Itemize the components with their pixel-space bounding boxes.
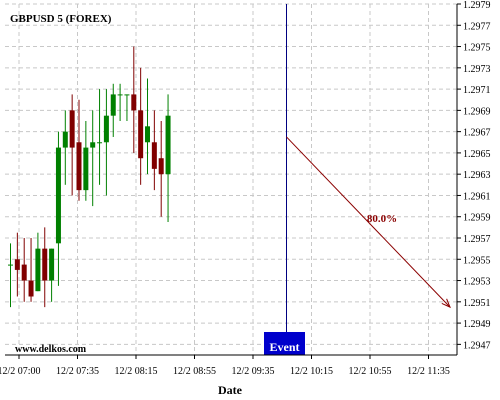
candle-body	[14, 259, 20, 270]
x-tick-label: 12/2 08:15	[114, 366, 157, 377]
candle-body	[90, 142, 96, 148]
y-tick-label: 1.2973	[463, 64, 491, 75]
candle-body	[21, 264, 27, 281]
candle-body	[62, 131, 68, 148]
candle-body	[124, 94, 130, 96]
grid	[5, 3, 457, 355]
y-tick-label: 1.2959	[463, 213, 491, 224]
y-tick-label: 1.2969	[463, 106, 491, 117]
projection-arrowhead	[441, 298, 451, 309]
projection-arrow	[286, 136, 451, 308]
candle-body	[49, 248, 55, 281]
labels: 1.2979 1.2977 1.2975 1.2973 1.2971 1.2969 1.29…	[0, 0, 491, 377]
x-tick-label: 12/2 10:55	[348, 366, 391, 377]
x-tick-label: 12/2 10:15	[290, 366, 333, 377]
event-box	[264, 332, 305, 355]
axes	[5, 3, 461, 359]
y-tick-label: 1.2979	[463, 0, 491, 11]
candle-body	[8, 264, 13, 266]
candle-body	[55, 147, 61, 244]
candle-body	[76, 142, 82, 191]
x-tick-label: 12/2 08:55	[173, 366, 216, 377]
candle-body	[151, 142, 157, 169]
y-tick-label: 1.2955	[463, 255, 491, 266]
y-tick-label: 1.2951	[463, 298, 491, 309]
candle-body	[103, 115, 109, 143]
percent-label: 80.0%	[367, 213, 397, 225]
candle-body	[42, 248, 48, 281]
candle-body	[28, 280, 34, 297]
watermark: www.delkos.com	[15, 344, 87, 355]
y-tick-label: 1.2965	[463, 149, 491, 160]
candle-body	[35, 248, 41, 292]
y-tick-label: 1.2975	[463, 43, 491, 54]
x-axis-label: Date	[218, 383, 243, 397]
y-tick-label: 1.2967	[463, 128, 491, 139]
candle-body	[158, 158, 164, 175]
y-tick-label: 1.2947	[463, 340, 491, 351]
y-tick-label: 1.2949	[463, 319, 491, 330]
chart-title: GBPUSD 5 (FOREX)	[10, 13, 112, 25]
y-tick-label: 1.2961	[463, 191, 491, 202]
event-label: Event	[270, 340, 300, 354]
candle-body	[97, 142, 103, 144]
candles	[8, 46, 171, 308]
candle-body	[83, 147, 89, 191]
y-tick-label: 1.2971	[463, 85, 491, 96]
y-tick-label: 1.2963	[463, 170, 491, 181]
candle-body	[165, 115, 171, 175]
candle-body	[69, 110, 75, 148]
x-tick-label: 12/2 09:35	[231, 366, 274, 377]
candle-body	[117, 94, 123, 96]
candle-body	[110, 94, 116, 116]
x-tick-label: 12/2 07:00	[0, 366, 41, 377]
event-group: Event 80.0%	[264, 4, 451, 355]
x-tick-label: 12/2 11:35	[407, 366, 450, 377]
candle-body	[138, 110, 144, 159]
candle-body	[145, 126, 150, 143]
y-tick-label: 1.2957	[463, 234, 491, 245]
x-tick-label: 12/2 07:35	[56, 366, 99, 377]
y-tick-label: 1.2953	[463, 277, 491, 288]
y-tick-label: 1.2977	[463, 21, 491, 32]
candle-body	[131, 94, 137, 111]
